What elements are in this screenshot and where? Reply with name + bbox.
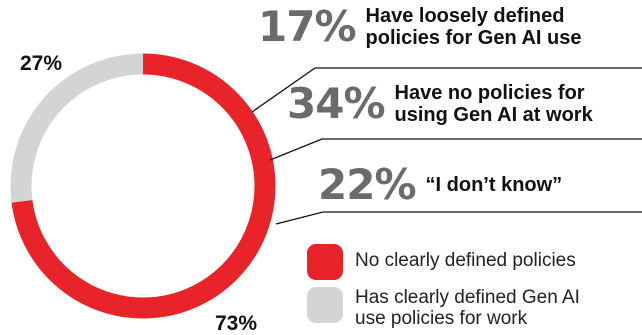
leader-line-1 <box>269 138 642 161</box>
callout-value: 34% <box>287 79 386 129</box>
legend-label: Has clearly defined Gen AI use policies … <box>355 287 580 330</box>
donut-slice-0 <box>11 53 276 319</box>
donut-slice-1 <box>10 53 144 203</box>
legend-item-no-policies: No clearly defined policies <box>307 244 576 280</box>
slice-label-has-policies: 27% <box>20 52 63 75</box>
callout-loosely-defined: 17% Have loosely defined policies for Ge… <box>258 5 582 50</box>
callout-text: Have no policies for using Gen AI at wor… <box>394 82 593 127</box>
callout-dont-know: 22% “I don’t know” <box>318 164 562 206</box>
legend-label: No clearly defined policies <box>355 250 576 271</box>
callout-no-policies: 34% Have no policies for using Gen AI at… <box>287 82 593 127</box>
legend-item-has-policies: Has clearly defined Gen AI use policies … <box>307 287 580 330</box>
slice-label-no-policies: 73% <box>215 312 258 335</box>
callout-value: 17% <box>258 2 357 52</box>
leader-line-2 <box>275 211 642 225</box>
callout-text: Have loosely defined policies for Gen AI… <box>365 5 582 50</box>
legend-swatch <box>307 244 343 280</box>
legend-swatch <box>307 287 343 323</box>
callout-value: 22% <box>318 160 417 209</box>
leader-line-0 <box>251 67 642 113</box>
callout-text: “I don’t know” <box>425 173 563 196</box>
